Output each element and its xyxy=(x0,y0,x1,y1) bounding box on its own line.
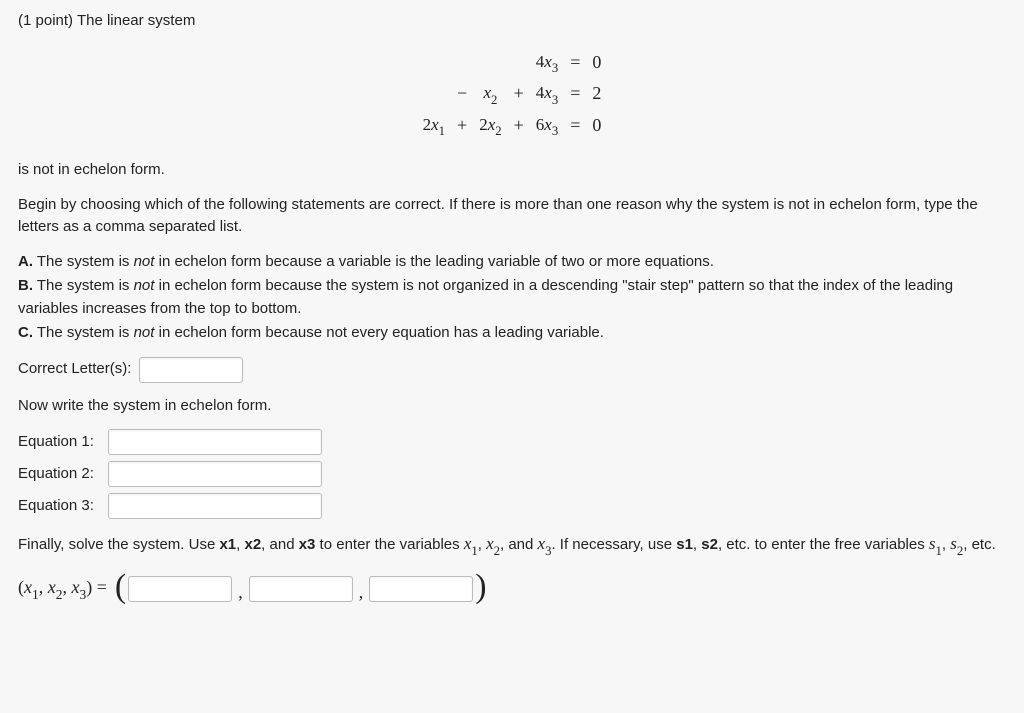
solution-x2-input[interactable] xyxy=(249,576,353,602)
solve-text: . If necessary, use xyxy=(551,536,676,553)
open-paren-icon: ( xyxy=(113,570,128,604)
equation-row: 2x1 + 2x2 + 6x3 = 0 xyxy=(417,110,608,142)
equation-2-label: Equation 2: xyxy=(18,463,108,486)
solve-text: , xyxy=(478,536,486,553)
choice-list: A. The system is not in echelon form bec… xyxy=(18,251,1006,345)
choice-text: The system is xyxy=(33,324,134,341)
var-token: s1 xyxy=(676,536,693,553)
solution-tuple: (x1, x2, x3) = ( , , ) xyxy=(18,572,1006,606)
choice-prefix: C. xyxy=(18,324,33,341)
choice-text: in echelon form because not every equati… xyxy=(154,324,603,341)
eq-cell: 4x3 xyxy=(530,47,564,79)
equation-2-input[interactable] xyxy=(108,461,322,487)
eq-cell: 2 xyxy=(586,78,607,110)
math-var: s2 xyxy=(950,534,963,553)
var-token: x1 xyxy=(219,536,236,553)
tuple-comma: , xyxy=(353,579,370,606)
equation-row: − x2 + 4x3 = 2 xyxy=(417,78,608,110)
solve-text: , xyxy=(942,536,950,553)
tuple-comma: , xyxy=(232,579,249,606)
choice-b: B. The system is not in echelon form bec… xyxy=(18,275,1006,320)
math-var: x2 xyxy=(486,534,500,553)
choose-prompt: Begin by choosing which of the following… xyxy=(18,194,1006,239)
eq-cell: 0 xyxy=(586,110,607,142)
correct-letters-input[interactable] xyxy=(139,357,243,383)
rewrite-prompt: Now write the system in echelon form. xyxy=(18,395,1006,418)
choice-text: in echelon form because the system is no… xyxy=(18,277,953,317)
choice-prefix: B. xyxy=(18,277,33,294)
equation-inputs: Equation 1: Equation 2: Equation 3: xyxy=(18,429,1006,519)
eq-cell xyxy=(473,47,507,79)
equation-1-input[interactable] xyxy=(108,429,322,455)
eq-cell xyxy=(417,78,451,110)
choice-text: in echelon form because a variable is th… xyxy=(154,253,714,270)
solve-text: , and xyxy=(261,536,299,553)
problem-container: (1 point) The linear system 4x3 = 0 − x2… xyxy=(0,0,1024,626)
math-var: x3 xyxy=(538,534,552,553)
points-label: (1 point) xyxy=(18,12,77,29)
choice-text: The system is xyxy=(33,277,134,294)
solution-x1-input[interactable] xyxy=(128,576,232,602)
var-token: s2 xyxy=(701,536,718,553)
eq-cell: = xyxy=(564,47,586,79)
eq-cell: 2x2 xyxy=(473,110,507,142)
choice-a: A. The system is not in echelon form bec… xyxy=(18,251,1006,274)
eq-cell: x2 xyxy=(473,78,507,110)
equation-3-row: Equation 3: xyxy=(18,493,1006,519)
eq-cell: − xyxy=(451,78,473,110)
eq-cell: 6x3 xyxy=(530,110,564,142)
choice-prefix: A. xyxy=(18,253,33,270)
math-var: s1 xyxy=(929,534,942,553)
tuple-lhs: (x1, x2, x3) = xyxy=(18,574,107,604)
var-token: x2 xyxy=(244,536,261,553)
problem-intro: The linear system xyxy=(77,12,195,29)
eq-cell: 2x1 xyxy=(417,110,451,142)
eq-cell xyxy=(508,47,530,79)
equation-1-label: Equation 1: xyxy=(18,431,108,454)
solve-text: Finally, solve the system. Use xyxy=(18,536,219,553)
not-echelon-statement: is not in echelon form. xyxy=(18,159,1006,182)
equation-3-input[interactable] xyxy=(108,493,322,519)
solve-text: , etc. to enter the free variables xyxy=(718,536,929,553)
equation-table: 4x3 = 0 − x2 + 4x3 = 2 2x1 + 2x2 + 6x3 =… xyxy=(417,47,608,142)
eq-cell xyxy=(451,47,473,79)
math-var: x1 xyxy=(464,534,478,553)
choice-c: C. The system is not in echelon form bec… xyxy=(18,322,1006,345)
choice-text: The system is xyxy=(33,253,134,270)
eq-cell: + xyxy=(508,110,530,142)
eq-cell: 0 xyxy=(586,47,607,79)
equation-3-label: Equation 3: xyxy=(18,495,108,518)
solve-text: , xyxy=(693,536,701,553)
eq-cell xyxy=(417,47,451,79)
problem-header: (1 point) The linear system xyxy=(18,10,1006,33)
correct-letters-row: Correct Letter(s): xyxy=(18,357,1006,383)
eq-cell: = xyxy=(564,110,586,142)
eq-cell: = xyxy=(564,78,586,110)
var-token: x3 xyxy=(299,536,316,553)
equation-row: 4x3 = 0 xyxy=(417,47,608,79)
eq-cell: + xyxy=(451,110,473,142)
eq-cell: + xyxy=(508,78,530,110)
choice-not: not xyxy=(134,324,155,341)
choice-not: not xyxy=(134,253,155,270)
eq-cell: 4x3 xyxy=(530,78,564,110)
close-paren-icon: ) xyxy=(473,570,488,604)
solve-text: , and xyxy=(500,536,538,553)
equation-1-row: Equation 1: xyxy=(18,429,1006,455)
solution-x3-input[interactable] xyxy=(369,576,473,602)
solve-prompt: Finally, solve the system. Use x1, x2, a… xyxy=(18,531,1006,560)
choice-not: not xyxy=(134,277,155,294)
solve-text: to enter the variables xyxy=(315,536,463,553)
linear-system-display: 4x3 = 0 − x2 + 4x3 = 2 2x1 + 2x2 + 6x3 =… xyxy=(18,47,1006,142)
solve-text: , etc. xyxy=(963,536,996,553)
correct-letters-label: Correct Letter(s): xyxy=(18,358,131,381)
equation-2-row: Equation 2: xyxy=(18,461,1006,487)
